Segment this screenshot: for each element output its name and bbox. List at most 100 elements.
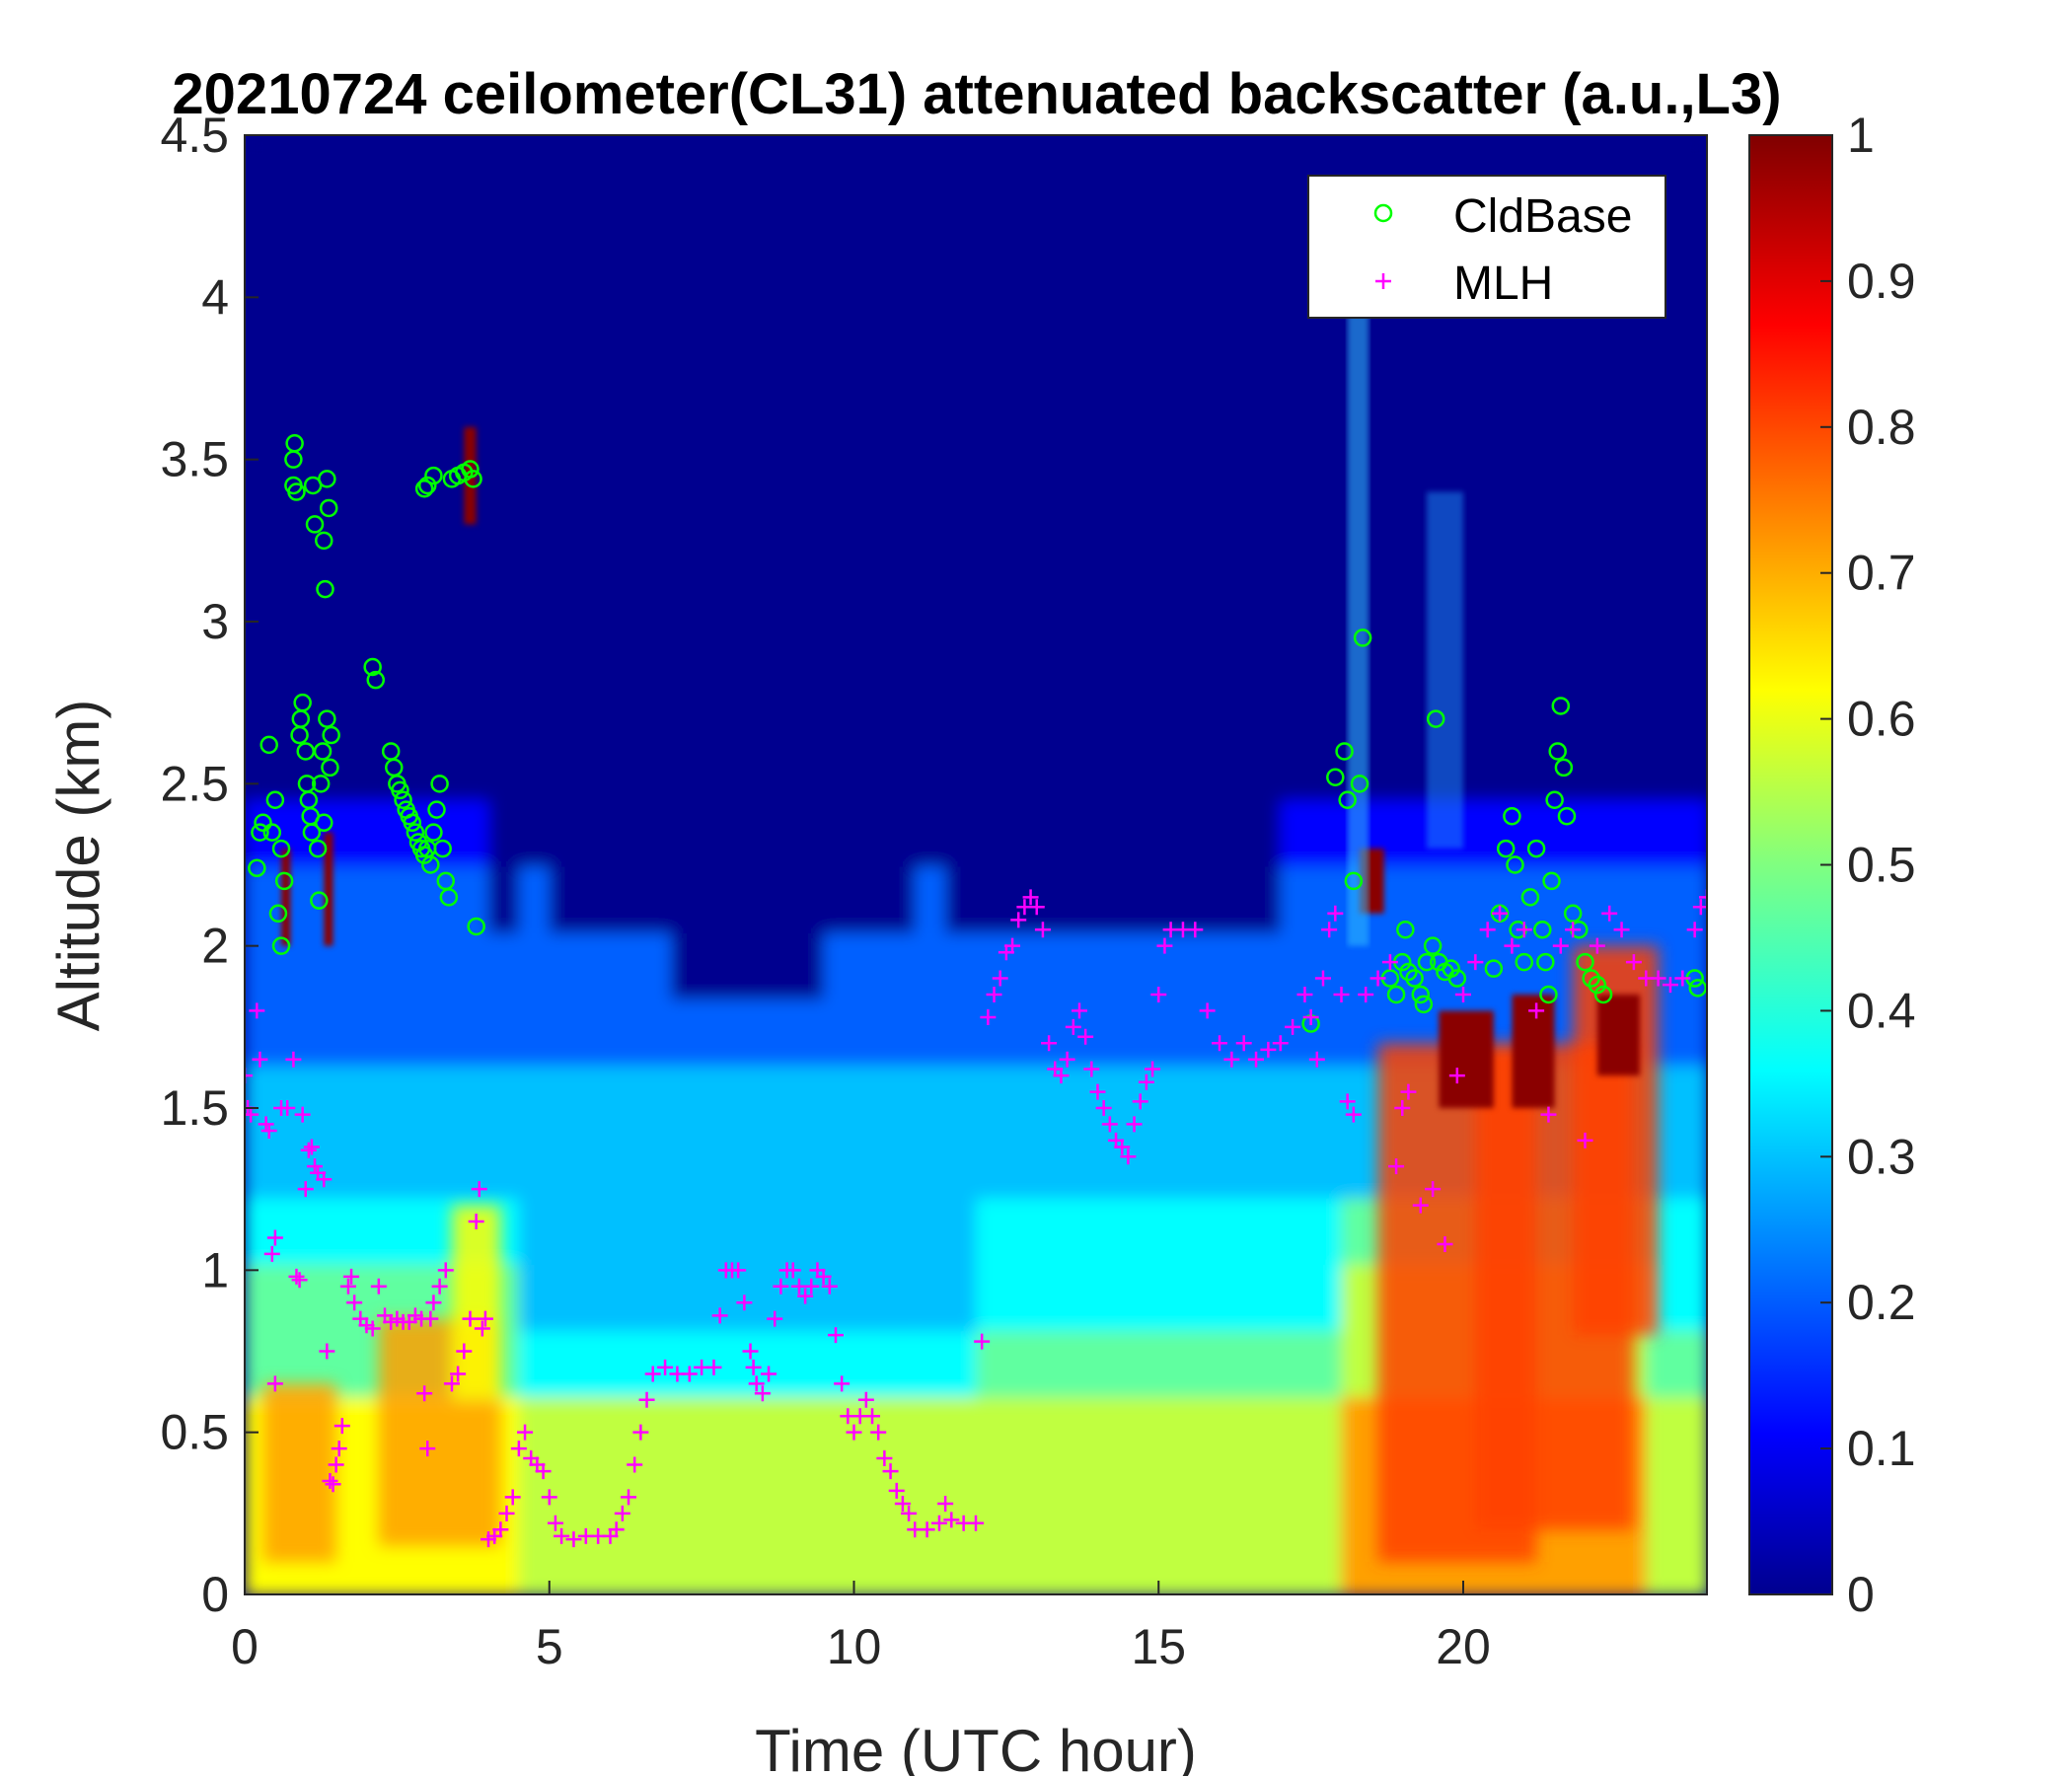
mlh-point bbox=[1145, 1061, 1161, 1077]
cldbase-point bbox=[296, 742, 315, 761]
cldbase-point bbox=[248, 858, 266, 878]
colorbar: 0 0.1 0.2 0.3 0.4 0.5 0.6 0.7 0.8 0.9 1 bbox=[1748, 108, 1916, 1622]
colorbar-tick-label: 0.4 bbox=[1847, 983, 1916, 1038]
mlh-point bbox=[992, 970, 1008, 987]
mlh-point bbox=[657, 1359, 674, 1375]
mlh-point bbox=[471, 1181, 487, 1198]
mlh-point bbox=[1339, 1093, 1356, 1110]
cldbase-point bbox=[424, 823, 443, 842]
cldbase-point bbox=[318, 470, 336, 488]
mlh-point bbox=[431, 1278, 448, 1295]
cldbase-point bbox=[310, 891, 329, 910]
cldbase-point bbox=[1520, 888, 1540, 907]
y-tick-label: 1.5 bbox=[160, 1080, 229, 1136]
cldbase-point bbox=[1533, 920, 1552, 939]
colorbar-tick-label: 0.6 bbox=[1847, 692, 1916, 747]
cldbase-point bbox=[421, 855, 440, 874]
y-tick-label: 3.5 bbox=[160, 432, 229, 487]
mlh-point bbox=[1235, 1035, 1252, 1052]
cldbase-point bbox=[1542, 871, 1561, 891]
mlh-point bbox=[1400, 1083, 1417, 1100]
cldbase-point bbox=[316, 579, 334, 599]
legend-mlh-label: MLH bbox=[1453, 258, 1553, 310]
mlh-point bbox=[711, 1307, 728, 1324]
cldbase-point bbox=[271, 839, 291, 858]
x-axis-label: Time (UTC hour) bbox=[755, 1718, 1197, 1776]
cldbase-point bbox=[1405, 969, 1424, 988]
mlh-point bbox=[730, 1262, 747, 1279]
mlh-point bbox=[797, 1288, 814, 1304]
x-tick-label: 15 bbox=[1131, 1619, 1186, 1674]
cldbase-point bbox=[1539, 985, 1558, 1004]
cldbase-point bbox=[262, 823, 282, 842]
plot-frame bbox=[244, 134, 1708, 1595]
mlh-point bbox=[1601, 905, 1618, 922]
cldbase-point bbox=[265, 790, 285, 810]
mlh-point bbox=[331, 1441, 347, 1457]
cldbase-point bbox=[315, 813, 333, 833]
mlh-point bbox=[894, 1495, 911, 1512]
mlh-point bbox=[1613, 922, 1630, 938]
colorbar-tick-label: 0.7 bbox=[1847, 546, 1916, 601]
mlh-point bbox=[1577, 1132, 1593, 1148]
cldbase-point bbox=[259, 735, 278, 755]
mlh-point bbox=[297, 1181, 314, 1198]
mlh-point bbox=[919, 1521, 935, 1538]
mlh-point bbox=[754, 1385, 771, 1402]
mlh-point bbox=[322, 1472, 338, 1489]
mlh-point bbox=[857, 1391, 874, 1408]
mlh-point bbox=[632, 1424, 649, 1441]
y-tick-label: 0.5 bbox=[160, 1405, 229, 1460]
y-tick-label: 3 bbox=[201, 594, 229, 649]
mlh-point bbox=[773, 1278, 789, 1295]
mlh-point bbox=[1650, 970, 1666, 987]
mlh-point bbox=[980, 1008, 997, 1025]
x-tick-label: 10 bbox=[827, 1619, 882, 1674]
mlh-point bbox=[541, 1489, 557, 1506]
mlh-point bbox=[1358, 986, 1374, 1002]
mlh-point bbox=[1022, 889, 1039, 906]
legend-mlh-marker bbox=[1375, 273, 1391, 289]
mlh-point bbox=[968, 1515, 984, 1531]
cldbase-point bbox=[293, 693, 312, 712]
mlh-point bbox=[1132, 1093, 1148, 1110]
mlh-point bbox=[260, 1123, 277, 1140]
cldbase-point bbox=[274, 871, 294, 891]
x-tick-label: 0 bbox=[231, 1619, 259, 1674]
colorbar-tick-label: 0.2 bbox=[1847, 1275, 1916, 1330]
mlh-point bbox=[1126, 1116, 1143, 1133]
mlh-point bbox=[319, 1343, 335, 1360]
mlh-point bbox=[504, 1489, 521, 1506]
mlh-point bbox=[1223, 1051, 1240, 1068]
cldbase-point bbox=[424, 466, 443, 485]
mlh-point bbox=[1479, 922, 1496, 938]
mlh-point bbox=[1028, 899, 1045, 916]
mlh-point bbox=[1448, 1068, 1465, 1084]
mlh-point bbox=[325, 1476, 341, 1493]
mlh-point bbox=[498, 1505, 515, 1521]
cldbase-point bbox=[1426, 709, 1445, 728]
mlh-point bbox=[1394, 1100, 1411, 1116]
y-axis: 0 0.5 1 1.5 2 2.5 3 3.5 4 4.5 bbox=[160, 108, 259, 1622]
cldbase-point bbox=[1545, 790, 1564, 810]
mlh-point bbox=[930, 1515, 947, 1531]
mlh-point bbox=[1248, 1051, 1265, 1068]
mlh-point bbox=[1260, 1041, 1277, 1058]
mlh-point bbox=[1302, 1008, 1319, 1025]
cldbase-point bbox=[1526, 839, 1546, 858]
y-tick-label: 4 bbox=[201, 269, 229, 325]
mlh-point bbox=[1388, 1158, 1405, 1175]
mlh-point bbox=[1199, 1002, 1216, 1019]
y-tick-label: 0 bbox=[201, 1567, 229, 1622]
legend: CldBase MLH bbox=[1307, 175, 1666, 319]
mlh-point bbox=[1412, 1197, 1429, 1214]
mlh-point bbox=[1308, 1051, 1325, 1068]
cldbase-point bbox=[1484, 959, 1504, 978]
cldbase-point bbox=[322, 725, 340, 745]
cldbase-point bbox=[1496, 839, 1516, 858]
mlh-point bbox=[608, 1521, 625, 1538]
mlh-point bbox=[1565, 922, 1582, 938]
mlh-point bbox=[864, 1408, 881, 1425]
cldbase-point bbox=[1386, 985, 1406, 1004]
mlh-point bbox=[846, 1424, 862, 1441]
